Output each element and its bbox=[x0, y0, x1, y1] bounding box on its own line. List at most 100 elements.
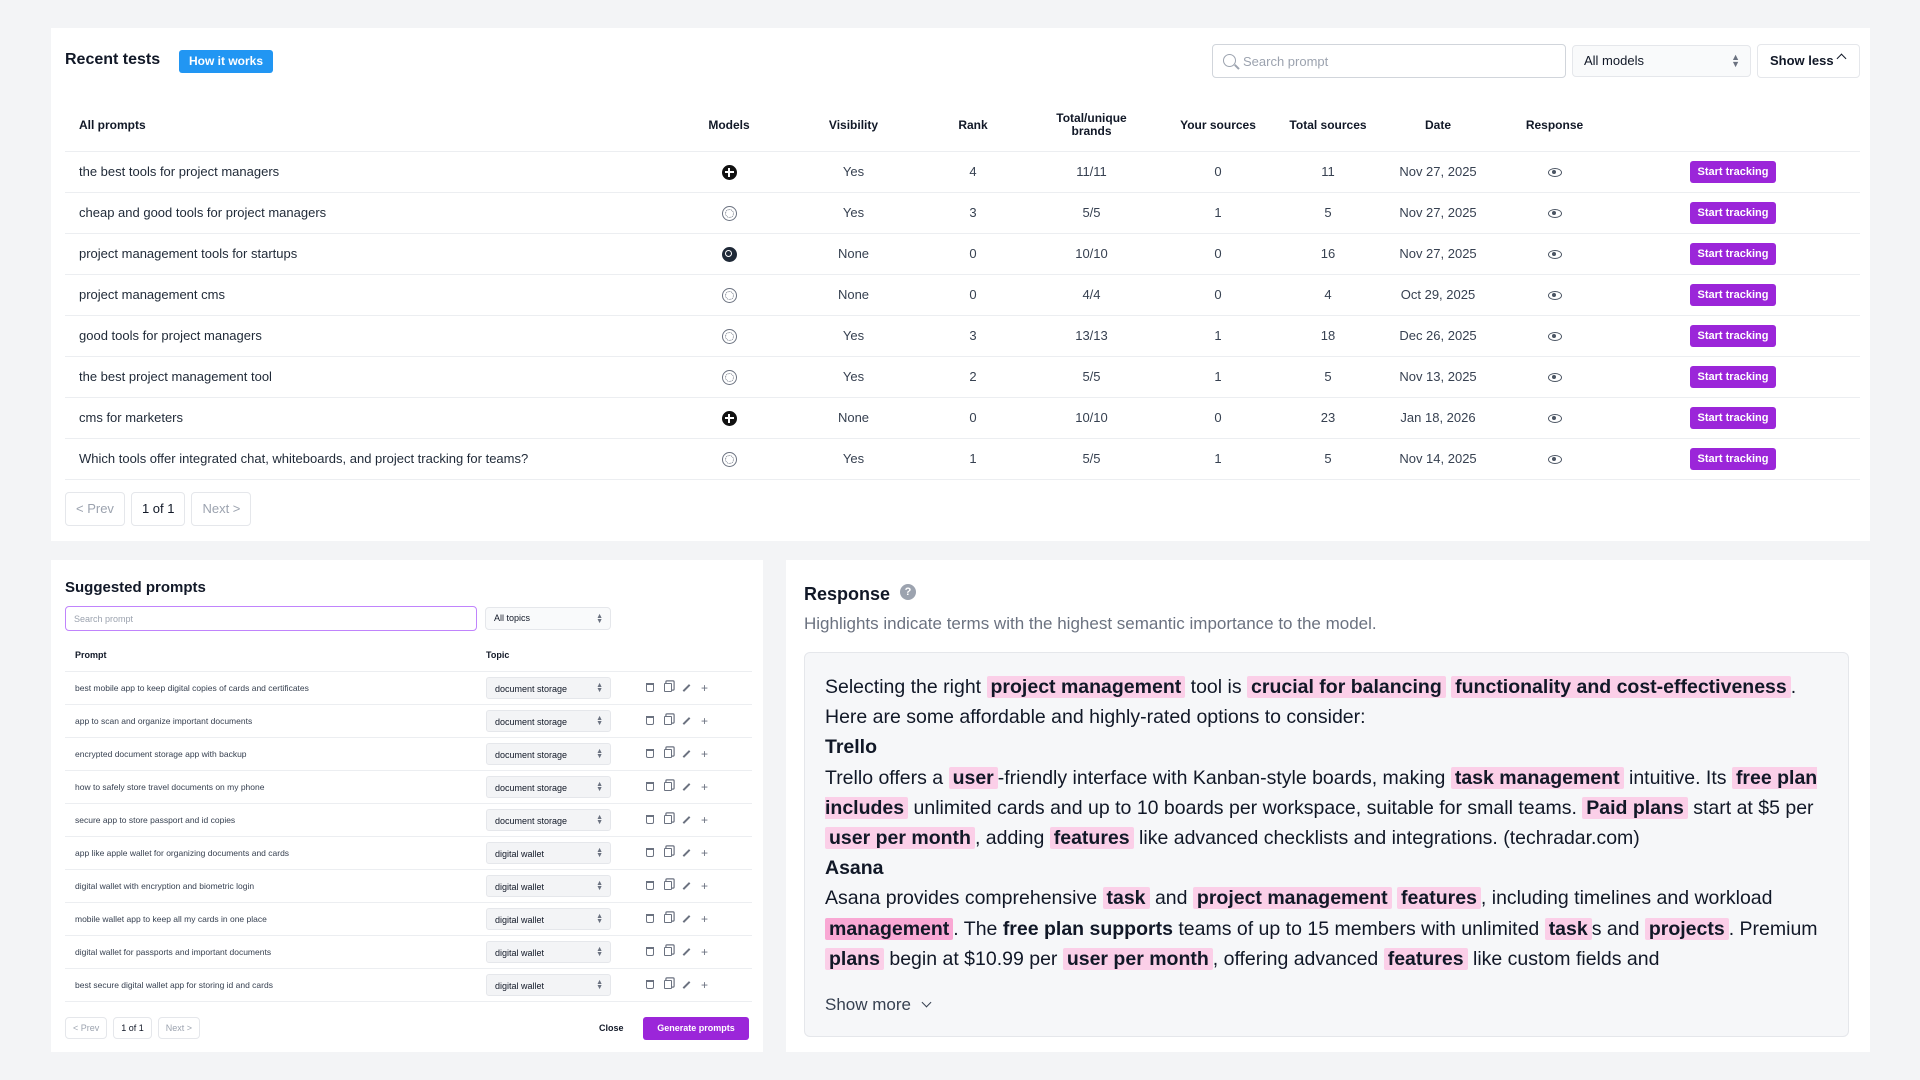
eye-icon[interactable] bbox=[1547, 250, 1562, 260]
response-subtitle: Highlights indicate terms with the highe… bbox=[804, 614, 1377, 633]
plus-icon[interactable]: + bbox=[701, 944, 709, 959]
response-paragraph: Trello bbox=[825, 732, 1835, 762]
table-row: the best tools for project managers Yes 4 1… bbox=[65, 151, 1860, 193]
trash-icon[interactable] bbox=[646, 683, 654, 692]
trash-icon[interactable] bbox=[646, 914, 654, 923]
edit-icon[interactable] bbox=[682, 749, 691, 758]
topic-select[interactable]: digital wallet ▲ ▼ bbox=[486, 940, 611, 963]
copy-icon[interactable] bbox=[664, 782, 672, 791]
copy-icon[interactable] bbox=[664, 848, 672, 857]
trash-icon[interactable] bbox=[646, 782, 654, 791]
row-actions: + bbox=[646, 746, 752, 761]
trash-icon[interactable] bbox=[646, 749, 654, 758]
start-tracking-button[interactable]: Start tracking bbox=[1689, 406, 1777, 429]
actions-cell: + bbox=[636, 737, 752, 771]
date-cell: Dec 26, 2025 bbox=[1373, 315, 1503, 357]
start-tracking-button[interactable]: Start tracking bbox=[1689, 447, 1777, 470]
trash-icon[interactable] bbox=[646, 848, 654, 857]
response-segment: like advanced checklists and integration… bbox=[1133, 827, 1640, 850]
search-prompt-input[interactable] bbox=[1213, 45, 1565, 77]
plus-icon[interactable]: + bbox=[701, 812, 709, 827]
show-more-button[interactable]: Show more bbox=[825, 995, 932, 1015]
models-select[interactable]: All models ▲ ▼ bbox=[1572, 45, 1751, 77]
edit-icon[interactable] bbox=[682, 881, 691, 890]
eye-icon[interactable] bbox=[1547, 373, 1562, 383]
start-tracking-button[interactable]: Start tracking bbox=[1689, 365, 1777, 388]
trash-icon[interactable] bbox=[646, 980, 654, 989]
eye-icon[interactable] bbox=[1547, 455, 1562, 465]
eye-icon[interactable] bbox=[1547, 209, 1562, 219]
edit-icon[interactable] bbox=[682, 947, 691, 956]
edit-icon[interactable] bbox=[682, 980, 691, 989]
copy-icon[interactable] bbox=[664, 716, 672, 725]
copy-icon[interactable] bbox=[664, 881, 672, 890]
eye-icon[interactable] bbox=[1547, 291, 1562, 301]
generate-prompts-button[interactable]: Generate prompts bbox=[643, 1017, 749, 1040]
next-page-button[interactable]: Next > bbox=[191, 492, 252, 526]
response-segment: Trello offers a bbox=[825, 766, 949, 789]
topic-select[interactable]: digital wallet ▲ ▼ bbox=[486, 841, 611, 864]
date-cell: Nov 13, 2025 bbox=[1373, 356, 1503, 398]
row-actions: + bbox=[646, 713, 752, 728]
eye-icon[interactable] bbox=[1547, 332, 1562, 342]
start-tracking-button[interactable]: Start tracking bbox=[1689, 160, 1777, 183]
trash-icon[interactable] bbox=[646, 815, 654, 824]
plus-icon[interactable]: + bbox=[701, 977, 709, 992]
plus-icon[interactable]: + bbox=[701, 845, 709, 860]
your-sources-cell: 1 bbox=[1153, 438, 1283, 480]
start-tracking-button[interactable]: Start tracking bbox=[1689, 242, 1777, 265]
edit-icon[interactable] bbox=[682, 782, 691, 791]
topic-select[interactable]: digital wallet ▲ ▼ bbox=[486, 907, 611, 930]
next-page-button[interactable]: Next > bbox=[157, 1017, 201, 1039]
topic-select[interactable]: digital wallet ▲ ▼ bbox=[486, 874, 611, 897]
prev-page-button[interactable]: < Prev bbox=[65, 492, 125, 526]
topic-select[interactable]: document storage ▲ ▼ bbox=[486, 709, 611, 732]
copy-icon[interactable] bbox=[664, 683, 672, 692]
trash-icon[interactable] bbox=[646, 947, 654, 956]
copy-icon[interactable] bbox=[664, 914, 672, 923]
help-icon[interactable]: ? bbox=[900, 584, 916, 600]
eye-icon[interactable] bbox=[1547, 168, 1562, 178]
trash-icon[interactable] bbox=[646, 716, 654, 725]
copy-icon[interactable] bbox=[664, 947, 672, 956]
how-it-works-button[interactable]: How it works bbox=[179, 50, 274, 73]
edit-icon[interactable] bbox=[682, 914, 691, 923]
prev-page-button[interactable]: < Prev bbox=[65, 1017, 108, 1039]
topic-select[interactable]: document storage ▲ ▼ bbox=[486, 742, 611, 765]
plus-icon[interactable]: + bbox=[701, 680, 709, 695]
visibility-cell: None bbox=[791, 397, 916, 439]
column-header: Visibility bbox=[791, 100, 916, 152]
topic-select[interactable]: document storage ▲ ▼ bbox=[486, 808, 611, 831]
edit-icon[interactable] bbox=[682, 815, 691, 824]
prompt-cell: secure app to store passport and id copi… bbox=[65, 803, 476, 837]
plus-icon[interactable]: + bbox=[701, 746, 709, 761]
start-tracking-button[interactable]: Start tracking bbox=[1689, 324, 1777, 347]
edit-icon[interactable] bbox=[682, 683, 691, 692]
select-arrows-icon: ▲ ▼ bbox=[596, 747, 603, 760]
topics-select[interactable]: All topics ▲ ▼ bbox=[485, 607, 611, 630]
edit-icon[interactable] bbox=[682, 848, 691, 857]
suggested-header-row: Prompt Topic bbox=[65, 639, 752, 672]
trash-icon[interactable] bbox=[646, 881, 654, 890]
plus-icon[interactable]: + bbox=[701, 911, 709, 926]
copy-icon[interactable] bbox=[664, 815, 672, 824]
plus-icon[interactable]: + bbox=[701, 713, 709, 728]
response-segment: begin at $10.99 per bbox=[883, 947, 1063, 970]
show-less-button[interactable]: Show less bbox=[1757, 44, 1860, 78]
plus-icon[interactable]: + bbox=[701, 878, 709, 893]
close-button[interactable]: Close bbox=[599, 1023, 624, 1033]
prompt-cell: how to safely store travel documents on … bbox=[65, 770, 476, 804]
suggested-prompts-title: Suggested prompts bbox=[65, 579, 206, 596]
edit-icon[interactable] bbox=[682, 716, 691, 725]
suggested-search-input[interactable] bbox=[66, 607, 476, 630]
copy-icon[interactable] bbox=[664, 980, 672, 989]
start-tracking-button[interactable]: Start tracking bbox=[1689, 201, 1777, 224]
start-tracking-button[interactable]: Start tracking bbox=[1689, 283, 1777, 306]
topic-select[interactable]: digital wallet ▲ ▼ bbox=[486, 973, 611, 996]
visibility-cell: Yes bbox=[791, 315, 916, 357]
copy-icon[interactable] bbox=[664, 749, 672, 758]
topic-select[interactable]: document storage ▲ ▼ bbox=[486, 775, 611, 798]
plus-icon[interactable]: + bbox=[701, 779, 709, 794]
eye-icon[interactable] bbox=[1547, 414, 1562, 424]
topic-select[interactable]: document storage ▲ ▼ bbox=[486, 676, 611, 699]
